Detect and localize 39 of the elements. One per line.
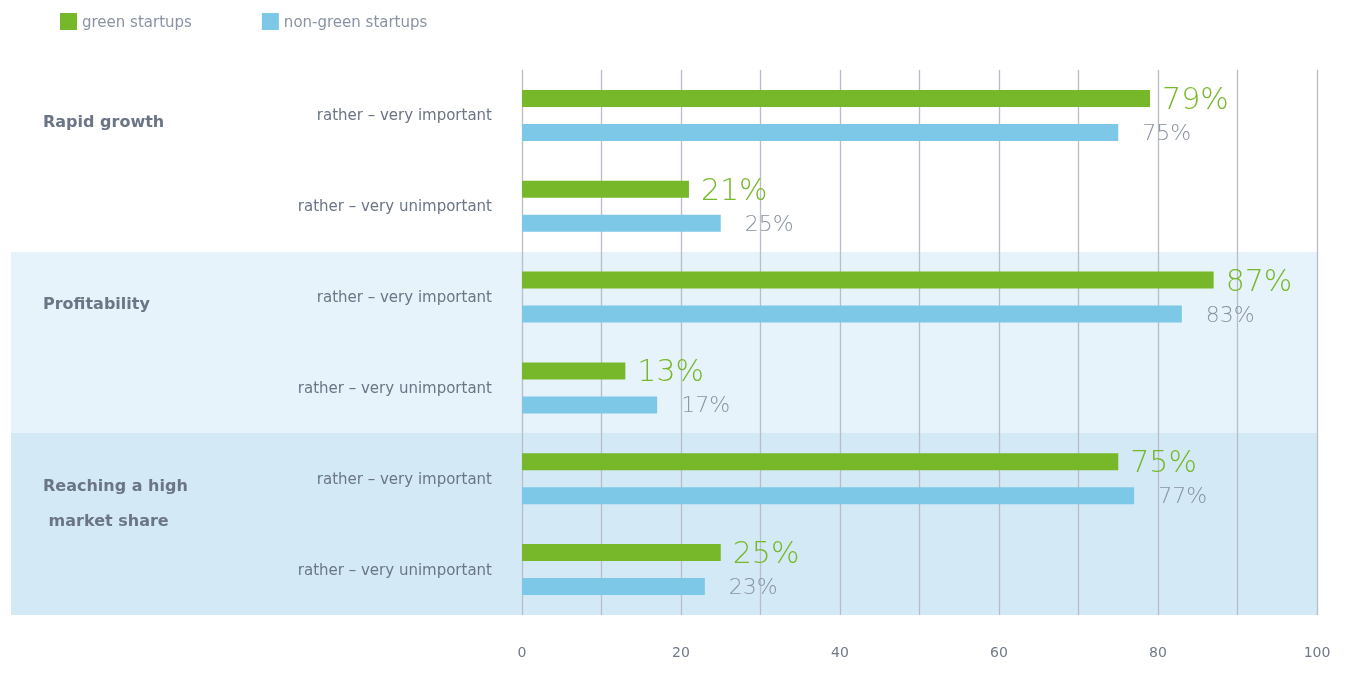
data-label: 79% bbox=[1162, 80, 1229, 116]
data-label: 75% bbox=[1130, 444, 1197, 480]
bar bbox=[522, 271, 1214, 289]
bar bbox=[522, 89, 1151, 107]
y-tick-label: rather – very unimportant bbox=[297, 378, 493, 397]
bar bbox=[522, 544, 721, 562]
bar bbox=[522, 305, 1182, 323]
data-label: 13% bbox=[637, 353, 705, 389]
legend-label: green startups bbox=[82, 12, 193, 31]
data-label: 25% bbox=[732, 535, 800, 571]
y-tick-label: rather – very important bbox=[316, 288, 493, 307]
bar bbox=[522, 180, 689, 198]
data-label: 83% bbox=[1205, 301, 1255, 327]
data-label: 17% bbox=[681, 392, 731, 418]
x-tick-label: 100 bbox=[1303, 644, 1331, 660]
x-tick-label: 60 bbox=[990, 644, 1008, 660]
text: Reaching a high market share bbox=[43, 475, 188, 530]
text: Rapid growth bbox=[43, 112, 165, 132]
y-tick-label: rather – very important bbox=[316, 106, 493, 125]
bar bbox=[522, 362, 626, 380]
bar bbox=[522, 396, 658, 414]
y-tick-label: rather – very important bbox=[316, 469, 493, 488]
y-tick-label: rather – very unimportant bbox=[297, 560, 493, 579]
bar bbox=[522, 487, 1135, 505]
legend-label: non-green startups bbox=[283, 12, 428, 31]
bar bbox=[522, 214, 721, 232]
data-label: 23% bbox=[728, 574, 778, 600]
data-label: 21% bbox=[700, 171, 768, 207]
x-tick-label: 20 bbox=[672, 644, 690, 660]
y-tick-label: rather – very unimportant bbox=[297, 197, 493, 216]
bar bbox=[522, 123, 1119, 141]
x-tick-label: 80 bbox=[1149, 644, 1167, 660]
x-tick-label: 0 bbox=[517, 644, 527, 660]
bar bbox=[522, 578, 705, 596]
data-label: 87% bbox=[1225, 262, 1293, 298]
data-label: 77% bbox=[1158, 483, 1208, 509]
x-tick-label: 40 bbox=[831, 644, 849, 660]
bar bbox=[522, 453, 1119, 471]
text: Profitability bbox=[43, 294, 151, 314]
